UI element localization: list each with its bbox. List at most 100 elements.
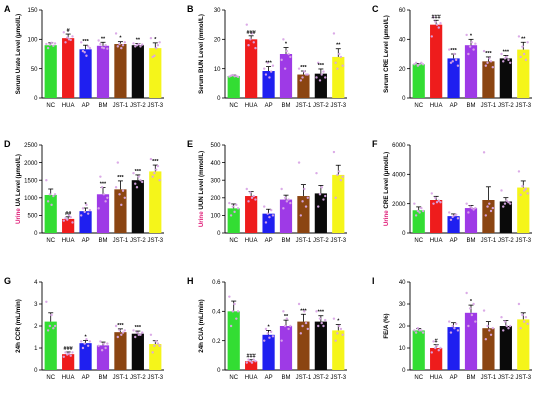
data-point: [228, 201, 231, 205]
y-axis-label: FE/A (%): [383, 313, 390, 338]
y-tick-label: 300: [210, 178, 221, 184]
data-point: [500, 316, 503, 319]
data-point: [50, 41, 53, 45]
data-point: [435, 344, 439, 347]
bar-ap: [79, 49, 92, 98]
data-point: [154, 46, 158, 50]
data-point: [263, 339, 266, 342]
data-point: [52, 327, 55, 330]
data-point: [116, 161, 120, 164]
y-tick-label: 0: [217, 368, 221, 374]
x-tick-label: HUA: [62, 375, 75, 381]
significance-mark: *: [85, 335, 88, 341]
y-tick-label: 150: [27, 8, 38, 14]
x-tick-label: HUA: [245, 375, 258, 381]
x-tick-label: HUA: [430, 103, 443, 109]
x-tick-label: NC: [414, 238, 423, 244]
y-tick-label: 3: [34, 302, 38, 308]
data-point: [268, 336, 271, 339]
data-point: [430, 35, 433, 38]
bar-hua: [245, 196, 258, 233]
data-point: [413, 329, 416, 332]
bar-nc: [44, 321, 57, 370]
data-point: [465, 291, 468, 295]
y-axis-label-prefix: Urine: [383, 210, 390, 226]
bar-jst-1: [482, 61, 495, 98]
data-point: [45, 300, 48, 303]
data-point: [137, 175, 140, 178]
x-tick-label: AP: [82, 238, 90, 244]
significance-mark: ***: [300, 65, 307, 71]
data-point: [467, 211, 470, 214]
data-point: [97, 344, 100, 347]
data-point: [334, 61, 337, 64]
bar-jst-3: [517, 49, 530, 98]
data-point: [264, 221, 268, 224]
data-point: [134, 335, 137, 339]
y-tick-label: 0: [402, 231, 406, 237]
y-axis-label-prefix: Urine: [198, 211, 205, 227]
bar-jst-2: [499, 58, 512, 98]
data-point: [118, 329, 121, 332]
significance-mark: *: [268, 324, 271, 330]
data-point: [62, 355, 65, 358]
data-point: [121, 44, 125, 47]
significance-mark: **: [284, 314, 289, 320]
data-point: [289, 55, 292, 59]
data-point: [141, 331, 144, 334]
x-tick-label: HUA: [62, 238, 75, 244]
data-point: [151, 55, 154, 59]
y-tick-label: 100: [210, 214, 221, 220]
data-point: [414, 61, 418, 64]
data-point: [488, 329, 491, 332]
data-point: [46, 329, 50, 332]
data-point: [247, 200, 250, 203]
data-point: [135, 331, 139, 334]
x-tick-label: BM: [99, 103, 108, 109]
data-point: [502, 60, 505, 63]
data-point: [85, 203, 88, 207]
data-point: [83, 51, 86, 54]
y-tick-label: 0: [34, 96, 38, 102]
y-tick-label: 10: [399, 346, 406, 352]
data-point: [97, 207, 100, 210]
data-point: [413, 63, 416, 66]
data-point: [418, 63, 421, 66]
y-tick-label: 10: [214, 67, 221, 73]
significance-mark: ***: [135, 325, 142, 331]
data-point: [71, 221, 74, 224]
data-point: [435, 23, 439, 26]
data-point: [149, 157, 153, 161]
data-point: [448, 48, 451, 51]
x-tick-label: AP: [450, 103, 458, 109]
data-point: [414, 214, 418, 217]
data-point: [135, 186, 139, 189]
data-point: [45, 42, 48, 46]
y-axis-label-rest: UUN Level (mmol/L): [198, 151, 205, 212]
data-point: [413, 202, 416, 205]
data-point: [137, 42, 140, 46]
data-point: [285, 200, 289, 203]
y-axis-label: 24h CUA (mL/min): [198, 299, 205, 352]
significance-mark: **: [521, 36, 526, 42]
data-point: [149, 36, 153, 40]
data-point: [81, 49, 85, 53]
data-point: [505, 55, 508, 59]
data-point: [80, 41, 83, 44]
significance-mark: *: [154, 37, 157, 43]
bar-bm: [464, 208, 478, 233]
y-tick-label: 1500: [24, 178, 38, 184]
significance-mark: ***: [135, 169, 142, 175]
y-axis-label-rest: CRE Level (μmol/L): [383, 152, 390, 210]
data-point: [484, 214, 488, 217]
data-point: [337, 170, 341, 173]
bar-hua: [245, 39, 258, 98]
data-point: [137, 333, 140, 336]
data-point: [320, 73, 323, 76]
data-point: [64, 41, 67, 44]
data-point: [106, 196, 109, 199]
data-point: [250, 32, 254, 35]
data-point: [247, 358, 250, 361]
data-point: [507, 58, 510, 62]
y-tick-label: 60: [399, 8, 406, 14]
